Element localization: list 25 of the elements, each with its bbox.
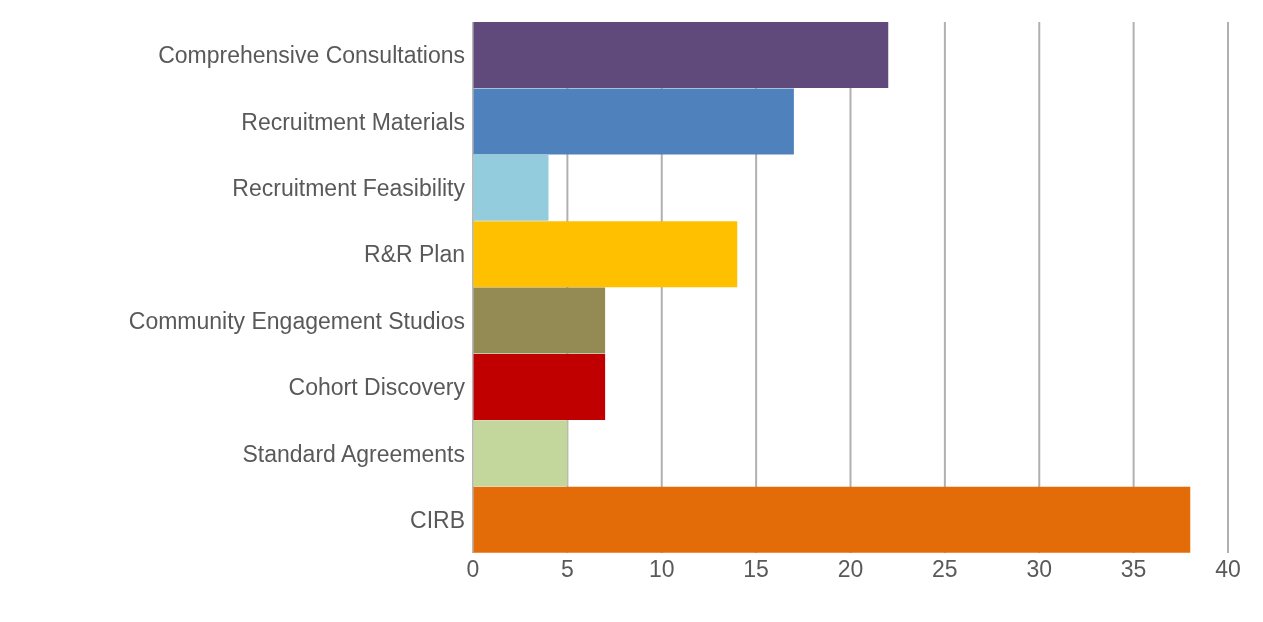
y-tick-label: CIRB [410,506,465,533]
bar [473,420,568,487]
x-tick-label: 0 [466,556,480,583]
bar [473,154,549,221]
y-tick-label: Recruitment Materials [241,108,465,135]
x-tick-label: 15 [743,556,769,583]
x-tick-label: 5 [560,556,574,583]
bar [473,22,889,88]
y-tick-label: Cohort Discovery [288,374,466,401]
x-tick-label: 35 [1120,556,1147,583]
x-tick-label: 10 [648,556,675,583]
y-tick-label: Comprehensive Consultations [158,42,465,69]
y-tick-label: R&R Plan [364,241,465,268]
bar [473,486,1191,553]
bar [473,88,794,155]
bar [473,287,606,354]
bar [473,221,738,288]
x-tick-label: 20 [837,556,864,583]
y-tick-label: Standard Agreements [242,440,465,467]
x-tick-label: 25 [932,556,958,583]
x-tick-label: 30 [1026,556,1053,583]
y-tick-label: Recruitment Feasibility [232,175,466,202]
bar [473,353,606,420]
x-tick-label: 40 [1215,556,1241,583]
y-tick-label: Community Engagement Studios [128,307,465,334]
